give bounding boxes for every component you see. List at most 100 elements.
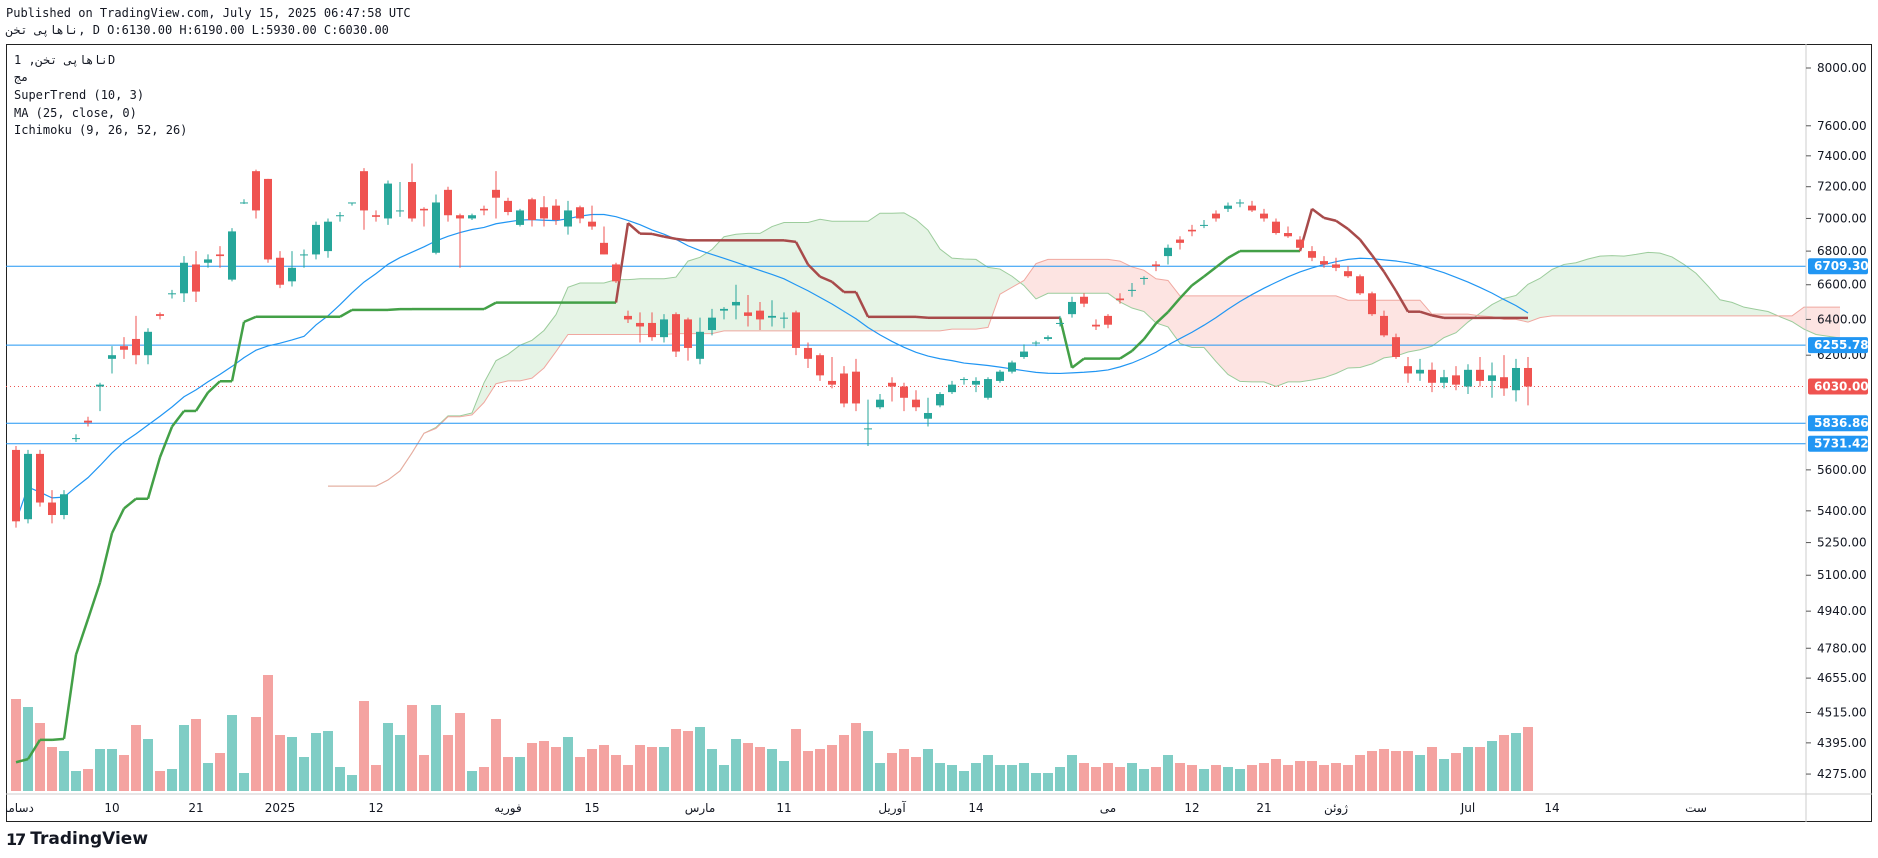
supertrend-segment xyxy=(158,426,174,458)
price-tick-label: 5600.00 xyxy=(1817,463,1867,477)
ichimoku-cloud-segment xyxy=(640,278,652,335)
volume-bar xyxy=(887,753,897,791)
candle-body xyxy=(480,208,488,211)
ichimoku-cloud-segment xyxy=(952,258,964,330)
volume-bar xyxy=(1115,767,1125,791)
volume-bar xyxy=(1331,763,1341,791)
legend-ichimoku[interactable]: Ichimoku (9, 26, 52, 26) xyxy=(14,123,188,137)
candle-body xyxy=(696,331,704,359)
price-tick-label: 4395.00 xyxy=(1817,736,1867,750)
ichimoku-cloud-segment xyxy=(1276,295,1288,387)
time-tick-label: ژوئن xyxy=(1324,801,1348,816)
supertrend-segment xyxy=(74,618,90,656)
candle-body xyxy=(1404,366,1412,374)
supertrend-segment xyxy=(194,391,210,412)
volume-bar xyxy=(359,701,369,791)
volume-bar xyxy=(1415,755,1425,791)
ichimoku-cloud-segment xyxy=(1600,255,1612,316)
ichimoku-cloud-segment xyxy=(1660,253,1672,316)
candle-body xyxy=(360,171,368,211)
volume-bar xyxy=(83,769,93,791)
ichimoku-cloud-segment xyxy=(1336,295,1348,374)
volume-bar xyxy=(1367,751,1377,791)
volume-bar xyxy=(167,769,177,791)
supertrend-segment xyxy=(614,222,630,303)
price-tick-label: 4780.00 xyxy=(1817,641,1867,655)
ichimoku-cloud-segment xyxy=(1168,280,1180,344)
volume-bar xyxy=(23,707,33,791)
volume-bar xyxy=(95,749,105,791)
candle-body xyxy=(528,199,536,221)
time-tick-label: دسامبر xyxy=(6,801,34,816)
volume-bar xyxy=(1463,747,1473,791)
volume-bar xyxy=(683,731,693,791)
volume-bar xyxy=(1067,755,1077,791)
volume-bar xyxy=(947,765,957,791)
ichimoku-cloud-segment xyxy=(784,222,796,331)
supertrend-segment xyxy=(98,532,114,583)
volume-bar xyxy=(995,765,1005,791)
candle-body xyxy=(1140,277,1148,279)
candle-body xyxy=(780,317,788,319)
ma-line xyxy=(15,213,1529,522)
time-tick-label: 14 xyxy=(968,801,983,815)
ichimoku-cloud-segment xyxy=(1204,295,1216,362)
volume-bar xyxy=(1499,735,1509,791)
supertrend-segment xyxy=(854,291,870,318)
price-chart[interactable]: 8000.00 7600.00 7400.00 7200.00 7000.00 6800.… xyxy=(6,44,1872,822)
tradingview-brand[interactable]: 17 TradingView xyxy=(6,829,148,849)
ichimoku-cloud-segment xyxy=(1672,256,1684,316)
candle-body xyxy=(1464,369,1472,387)
candle-body xyxy=(96,384,104,387)
candle-body xyxy=(252,171,260,211)
ichimoku-cloud-segment xyxy=(1084,259,1096,294)
ichimoku-cloud-segment xyxy=(1060,259,1072,294)
supertrend-segment xyxy=(1203,266,1217,278)
legend-ma[interactable]: MA (25, close, 0) xyxy=(14,106,137,120)
candle-body xyxy=(1044,337,1052,339)
ichimoku-cloud-segment xyxy=(1408,300,1420,353)
supertrend-segment xyxy=(807,263,821,278)
volume-bar xyxy=(875,763,885,791)
volume-bar xyxy=(227,715,237,791)
price-tag-bg xyxy=(1808,337,1868,354)
candle-body xyxy=(1440,377,1448,383)
time-tick-label: فوریه xyxy=(494,801,522,816)
candle-body xyxy=(744,312,752,316)
candle-body xyxy=(396,210,404,212)
volume-bar xyxy=(383,723,393,791)
volume-bar xyxy=(1259,763,1269,791)
ichimoku-cloud-segment xyxy=(1036,259,1048,299)
volume-bar xyxy=(1019,763,1029,791)
ichimoku-cloud-segment xyxy=(568,283,580,335)
candle-body xyxy=(324,221,332,252)
published-caption: Published on TradingView.com, July 15, 2… xyxy=(6,6,411,20)
candle-body xyxy=(72,438,80,440)
ichimoku-cloud-segment xyxy=(688,257,700,334)
candle-body xyxy=(36,453,44,503)
volume-bar xyxy=(911,757,921,791)
candle-body xyxy=(732,301,740,306)
ichimoku-cloud-segment xyxy=(820,219,832,331)
volume-bar xyxy=(1319,765,1329,791)
candle-body xyxy=(516,210,524,225)
supertrend-segment xyxy=(831,280,845,294)
volume-bar xyxy=(371,765,381,791)
volume-bar xyxy=(179,725,189,791)
supertrend-segment xyxy=(230,321,246,382)
volume-bar xyxy=(107,749,117,791)
volume-bar xyxy=(1391,751,1401,791)
price-tick-label: 7600.00 xyxy=(1817,119,1867,133)
legend-supertrend[interactable]: SuperTrend (10, 3) xyxy=(14,88,145,102)
candle-body xyxy=(1212,213,1220,219)
ichimoku-cloud-segment xyxy=(520,340,532,381)
supertrend-segment xyxy=(651,232,665,238)
supertrend-segment xyxy=(1058,317,1074,369)
volume-bar xyxy=(923,749,933,791)
volume-bar xyxy=(467,771,477,791)
ichimoku-cloud-segment xyxy=(1696,273,1708,316)
supertrend-segment xyxy=(1215,256,1229,269)
candle-body xyxy=(888,382,896,387)
volume-bar xyxy=(695,727,705,791)
time-tick-label: 2025 xyxy=(265,801,296,815)
